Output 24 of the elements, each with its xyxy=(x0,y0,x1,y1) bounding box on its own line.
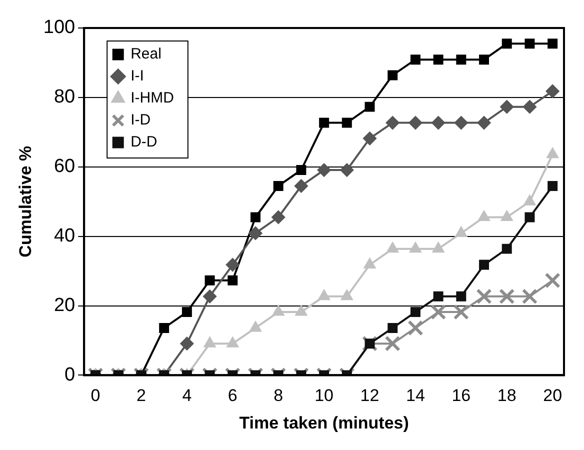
legend-label: Real xyxy=(130,46,162,63)
x-tick-label: 8 xyxy=(274,386,284,406)
x-tick-label: 2 xyxy=(136,386,146,406)
legend-label: I-HMD xyxy=(130,90,174,107)
y-tick-label: 40 xyxy=(54,226,76,247)
x-tick-label: 16 xyxy=(452,386,471,406)
legend-label: I-I xyxy=(130,68,144,85)
x-tick-label: 10 xyxy=(314,386,334,406)
y-tick-label: 100 xyxy=(43,17,76,38)
y-tick-label: 80 xyxy=(54,86,76,108)
x-tick-label: 6 xyxy=(228,386,238,406)
legend-label: D-D xyxy=(130,134,158,151)
legend-label: I-D xyxy=(130,112,151,129)
y-axis-title: Cumulative % xyxy=(16,146,35,258)
x-tick-label: 12 xyxy=(360,386,380,406)
x-tick-label: 0 xyxy=(90,386,100,406)
x-axis-title: Time taken (minutes) xyxy=(239,413,409,432)
x-tick-label: 4 xyxy=(182,386,192,406)
y-tick-label: 0 xyxy=(64,364,76,386)
x-tick-label: 20 xyxy=(543,386,562,406)
y-tick-label: 20 xyxy=(54,294,76,316)
x-tick-label: 14 xyxy=(406,386,425,406)
y-tick-label: 60 xyxy=(54,156,76,178)
x-tick-label: 18 xyxy=(497,386,516,406)
